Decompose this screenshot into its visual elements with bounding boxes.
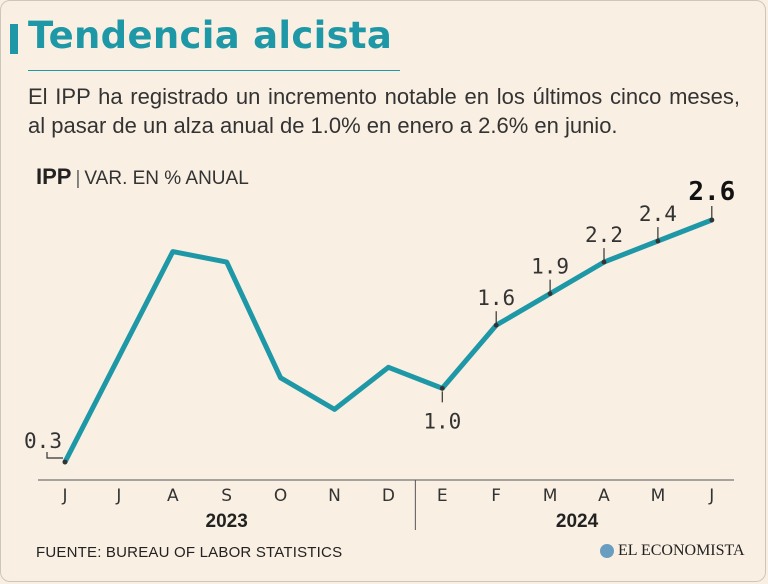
x-tick-label: M bbox=[543, 486, 558, 506]
data-point bbox=[601, 259, 607, 265]
leader-line bbox=[46, 452, 63, 459]
title-rule bbox=[28, 70, 400, 71]
series-header: IPP | VAR. EN % ANUAL bbox=[36, 164, 249, 190]
series-unit: VAR. EN % ANUAL bbox=[84, 168, 249, 189]
data-label: 2.4 bbox=[639, 202, 677, 226]
x-tick-label: N bbox=[328, 486, 341, 506]
x-tick-label: O bbox=[274, 486, 287, 506]
x-tick-label: A bbox=[167, 486, 179, 506]
data-label: 0.3 bbox=[24, 429, 62, 453]
data-point bbox=[655, 238, 661, 244]
x-tick-label: E bbox=[437, 486, 448, 506]
data-point bbox=[547, 291, 553, 297]
x-tick-label: M bbox=[651, 486, 666, 506]
data-label: 2.6 bbox=[688, 177, 735, 207]
year-label: 2024 bbox=[556, 511, 599, 532]
x-tick-label: F bbox=[491, 486, 501, 506]
brand-logo-icon bbox=[600, 544, 614, 558]
data-point bbox=[439, 385, 445, 391]
x-tick-label: A bbox=[598, 486, 610, 506]
x-tick-label: J bbox=[708, 486, 714, 506]
x-tick-label: J bbox=[61, 486, 67, 506]
brand-name: EL ECONOMISTA bbox=[618, 542, 745, 559]
title-accent-bar bbox=[10, 24, 18, 54]
data-point bbox=[709, 217, 715, 223]
year-label: 2023 bbox=[206, 511, 248, 532]
data-label: 1.0 bbox=[423, 409, 461, 433]
x-tick-label: D bbox=[382, 486, 395, 506]
data-label: 2.2 bbox=[585, 223, 623, 247]
series-separator: | bbox=[75, 168, 81, 189]
series-line-ipp bbox=[62, 217, 715, 465]
brand-logo: EL ECONOMISTA bbox=[600, 542, 745, 560]
data-label: 1.6 bbox=[477, 286, 515, 310]
x-tick-label: J bbox=[115, 486, 121, 506]
data-label: 1.9 bbox=[531, 255, 569, 279]
source-note: FUENTE: BUREAU OF LABOR STATISTICS bbox=[36, 544, 343, 561]
x-tick-label: S bbox=[221, 486, 232, 506]
chart-title: Tendencia alcista bbox=[28, 14, 393, 57]
chart-subtitle: El IPP ha registrado un incremento notab… bbox=[28, 84, 740, 138]
data-point bbox=[62, 459, 68, 465]
data-point bbox=[493, 322, 499, 328]
series-name: IPP bbox=[36, 164, 72, 189]
